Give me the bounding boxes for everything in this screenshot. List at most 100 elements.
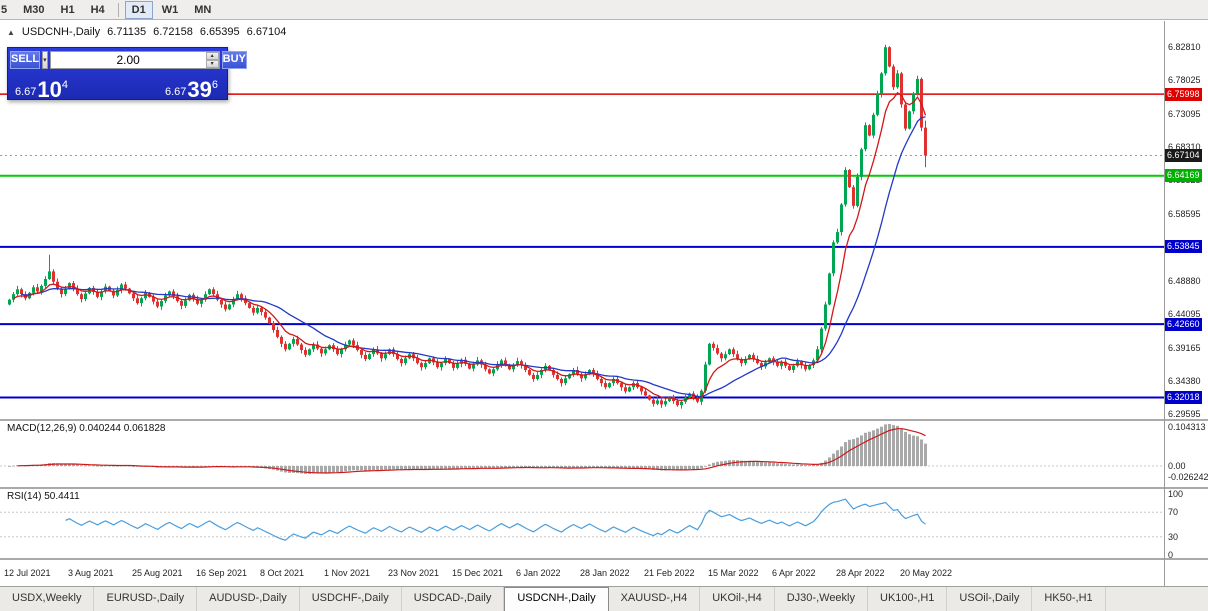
macd-axis-label: -0.026242	[1168, 471, 1208, 482]
price-axis[interactable]: 6.828106.780256.730956.683106.635256.585…	[1165, 0, 1208, 587]
timeframe-button-mn[interactable]: MN	[187, 1, 218, 19]
ma-fast-line	[13, 91, 927, 402]
chart-ohlc-title: ▲ USDCNH-,Daily 6.71135 6.72158 6.65395 …	[7, 26, 286, 38]
chart-tab-uk100-h1[interactable]: UK100-,H1	[868, 587, 948, 611]
date-label: 6 Jan 2022	[516, 568, 561, 578]
timeframe-button-5[interactable]: 5	[0, 1, 14, 19]
date-label: 6 Apr 2022	[772, 568, 816, 578]
chart-tab-xauusd-h4[interactable]: XAUUSD-,H4	[609, 587, 701, 611]
rsi-axis-label: 30	[1168, 531, 1179, 542]
macd-values: 0.040244 0.061828	[79, 423, 166, 434]
chart-tab-ukoil-h4[interactable]: UKOil-,H4	[700, 587, 775, 611]
time-axis[interactable]: 12 Jul 2021 3 Aug 2021 25 Aug 2021 16 Sep 2…	[0, 560, 1164, 586]
panel-resize-handle[interactable]	[0, 558, 1208, 560]
date-label: 28 Jan 2022	[580, 568, 630, 578]
price-marker-label: 6.64169	[1165, 169, 1202, 183]
chart-tab-usdcnh-daily[interactable]: USDCNH-,Daily	[504, 587, 609, 611]
date-label: 3 Aug 2021	[68, 568, 114, 578]
price-marker-label: 6.42660	[1165, 317, 1202, 331]
trade-prices-row: 6.67 10 4 6.67 39 6	[8, 69, 227, 103]
date-label: 16 Sep 2021	[196, 568, 248, 578]
sell-price-head: 6.67	[15, 86, 37, 98]
chart-tab-usoil-daily[interactable]: USOil-,Daily	[947, 587, 1033, 611]
macd-label: MACD(12,26,9) 0.040244 0.061828	[7, 423, 165, 434]
price-tick-label: 6.34380	[1168, 376, 1201, 387]
volume-decrement-button[interactable]: ▾	[205, 59, 219, 68]
price-marker-label: 6.53845	[1165, 240, 1202, 254]
timeframe-button-h4[interactable]: H4	[84, 1, 112, 19]
timeframe-button-h1[interactable]: H1	[54, 1, 82, 19]
chart-tab-usdx-weekly[interactable]: USDX,Weekly	[0, 587, 95, 611]
price-tick-label: 6.29595	[1168, 409, 1201, 420]
volume-increment-button[interactable]: ▴	[205, 51, 219, 60]
date-label: 12 Jul 2021	[4, 568, 51, 578]
chart-tab-dj30-weekly[interactable]: DJ30-,Weekly	[775, 587, 868, 611]
price-tick-label: 6.73095	[1168, 109, 1201, 120]
timeframe-button-m30[interactable]: M30	[16, 1, 51, 19]
macd-axis-label: 0.104313	[1168, 422, 1206, 432]
buy-price-head: 6.67	[164, 86, 187, 98]
date-label: 15 Dec 2021	[452, 568, 504, 578]
price-tick-label: 6.82810	[1168, 42, 1201, 53]
rsi-line	[65, 498, 926, 541]
rsi-name: RSI(14)	[7, 491, 42, 502]
chart-tab-usdchf-daily[interactable]: USDCHF-,Daily	[300, 587, 402, 611]
toolbar-separator	[117, 2, 119, 17]
macd-signal-line	[17, 428, 926, 474]
chart-tabs-bar: USDX,Weekly EURUSD-,Daily AUDUSD-,Daily USD…	[0, 586, 1208, 611]
trade-controls-row: SELL ▾ ▴ ▾ BUY	[8, 48, 247, 69]
buy-price-sup: 6	[211, 79, 218, 91]
timeframe-button-d1[interactable]: D1	[124, 0, 153, 19]
volume-field: ▴ ▾	[49, 50, 220, 69]
buy-button[interactable]: BUY	[221, 50, 247, 69]
chart-tab-usdcad-daily[interactable]: USDCAD-,Daily	[402, 587, 505, 611]
price-tick-label: 6.44095	[1168, 309, 1201, 320]
price-tick-label: 6.39165	[1168, 343, 1201, 354]
axis-separator-line	[1164, 21, 1165, 587]
volume-stepper: ▴ ▾	[205, 51, 219, 68]
sell-price[interactable]: 6.67 10 4	[15, 79, 69, 101]
rsi-axis-label: 100	[1168, 489, 1184, 499]
panel-resize-handle[interactable]	[0, 487, 1208, 489]
timeframe-button-w1[interactable]: W1	[155, 1, 186, 19]
buy-price-big: 39	[187, 77, 212, 102]
rsi-label: RSI(14) 50.4411	[7, 491, 80, 502]
date-label: 23 Nov 2021	[388, 568, 440, 578]
chart-tab-eurusd-daily[interactable]: EURUSD-,Daily	[94, 587, 198, 611]
panel-resize-handle[interactable]	[0, 419, 1208, 421]
rsi-value: 50.4411	[44, 491, 80, 502]
chart-tab-audusd-daily[interactable]: AUDUSD-,Daily	[197, 587, 300, 611]
timeframe-toolbar: 5 M30 H1 H4 D1 W1 MN	[0, 0, 1208, 20]
price-marker-label: 6.32018	[1165, 391, 1202, 404]
ohlc-low: 6.65395	[199, 26, 240, 38]
trade-options-dropdown[interactable]: ▾	[42, 50, 48, 69]
price-marker-label: 6.75998	[1165, 87, 1202, 101]
price-tick-label: 6.68310	[1168, 142, 1201, 153]
price-marker-label: 6.67104	[1165, 149, 1202, 162]
date-label: 21 Feb 2022	[644, 568, 695, 578]
buy-price[interactable]: 6.67 39 6	[164, 77, 218, 102]
ma-slow-line	[21, 116, 926, 398]
date-label: 8 Oct 2021	[260, 568, 305, 578]
date-label: 20 May 2022	[900, 568, 953, 578]
date-label: 25 Aug 2021	[132, 568, 183, 578]
ohlc-high: 6.72158	[153, 26, 193, 38]
symbol-name: USDCNH-,Daily	[21, 26, 101, 38]
sell-price-sup: 4	[61, 79, 69, 91]
date-label: 1 Nov 2021	[324, 568, 371, 578]
ohlc-open: 6.71135	[107, 26, 147, 38]
chevron-down-icon: ▾	[43, 56, 47, 64]
chart-tab-hk50-h1[interactable]: HK50-,H1	[1032, 587, 1106, 611]
date-label: 28 Apr 2022	[836, 568, 885, 578]
macd-axis-label: 0.00	[1168, 461, 1186, 471]
rsi-axis-label: 0	[1168, 550, 1174, 560]
ohlc-close: 6.67104	[246, 26, 287, 38]
symbol-marker-icon: ▲	[7, 28, 15, 37]
date-label: 15 Mar 2022	[708, 568, 759, 578]
macd-name: MACD(12,26,9)	[7, 423, 77, 434]
chart-canvas[interactable]	[0, 0, 1164, 587]
volume-input[interactable]	[50, 51, 206, 68]
sell-button[interactable]: SELL	[10, 50, 41, 69]
